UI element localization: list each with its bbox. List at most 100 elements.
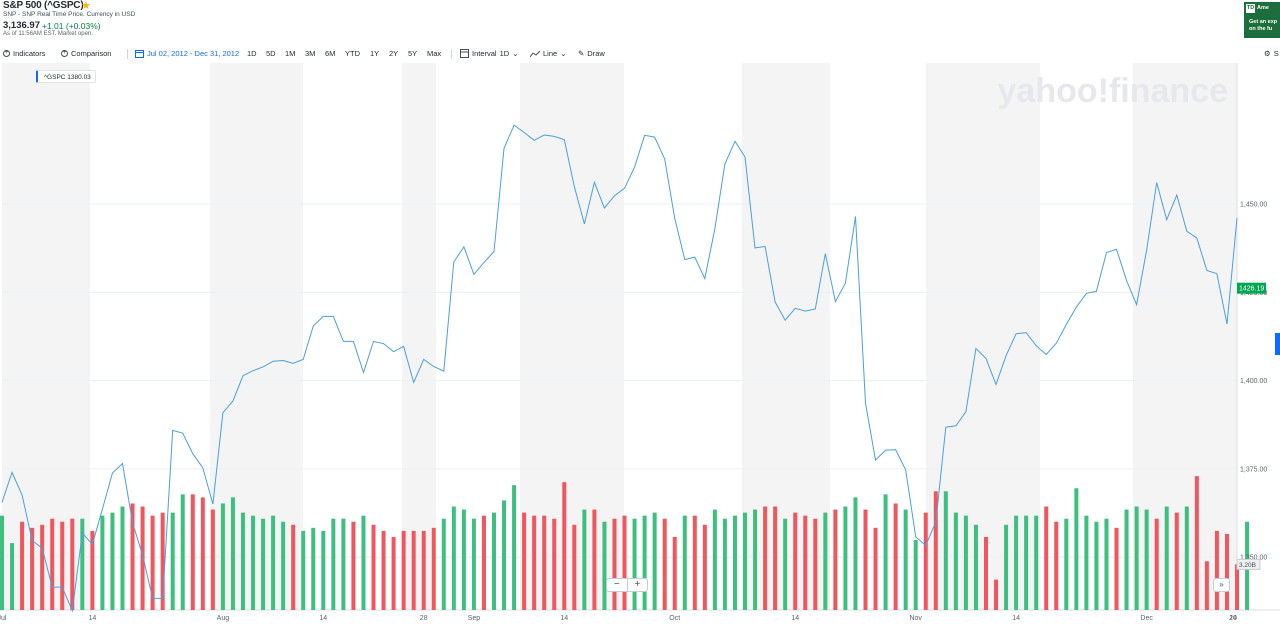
chart-type-dropdown[interactable]: Line ⌄ [530,49,566,58]
volume-bar [1014,515,1019,610]
volume-bar [823,512,828,610]
volume-bar [773,506,778,610]
volume-bar [933,491,938,610]
legend-symbol: ^GSPC [44,74,66,81]
x-tick-label: 14 [1012,615,1020,622]
volume-bar [662,518,667,610]
range-1y[interactable]: 1Y [370,49,380,58]
month-band [926,63,1040,610]
range-2y[interactable]: 2Y [389,49,399,58]
calendar-icon [135,50,144,58]
zoom-in-button[interactable]: + [626,579,648,591]
x-tick-label: Oct [669,615,680,622]
volume-bar [542,515,547,610]
x-tick-label: Jul [0,615,7,622]
volume-bar [1164,506,1169,610]
zoom-out-button[interactable]: − [613,579,620,590]
ad-body: Get an exp on the fu [1249,19,1277,33]
x-tick-label: Dec [1140,615,1153,622]
volume-bar [411,530,416,610]
quote-title: S&P 500 (^GSPC) [3,0,84,11]
comparison-button[interactable]: + Comparison [61,49,111,58]
settings-button[interactable]: ⚙ S [1264,49,1279,58]
date-range-button[interactable]: Jul 02, 2012 - Dec 31, 2012 [135,49,239,58]
volume-bar [793,512,798,610]
volume-bar [883,494,888,610]
range-5y[interactable]: 5Y [408,49,418,58]
volume-bar [200,497,205,610]
volume-bar [1024,515,1029,610]
ad-headline: Ame [1257,5,1269,11]
interval-icon [460,49,469,58]
volume-bar [391,536,396,610]
volume-bar [732,515,737,610]
draw-label: Draw [587,49,605,58]
volume-bar [692,515,697,610]
range-1m[interactable]: 1M [285,49,296,58]
volume-bar [1174,512,1179,610]
volume-bar [893,503,898,610]
yahoo-finance-watermark: yahoo!finance [998,72,1228,110]
plus-circle-icon: + [3,50,10,57]
x-tick-label: 14 [319,615,327,622]
volume-bar [1124,509,1129,610]
volume-bar [582,509,587,610]
watchlist-star-icon[interactable]: ★ [81,0,91,12]
volume-bar [471,518,476,610]
volume-bar [251,515,256,610]
y-tick-label: 1,350.00 [1240,555,1267,562]
volume-bar [843,506,848,610]
price-chart[interactable]: yahoo!finance 1,450.001,425.001,400.001,… [0,63,1280,626]
volume-bar [682,515,687,610]
volume-bar [622,515,627,610]
indicators-label: Indicators [13,49,46,58]
volume-bar [632,518,637,610]
volume-bar [401,530,406,610]
month-band [520,63,624,610]
ad-banner[interactable]: TD Ame Get an exp on the fu [1244,2,1280,38]
toolbar-divider [451,49,452,59]
range-5d[interactable]: 5D [266,49,276,58]
volume-bar [441,518,446,610]
range-max[interactable]: Max [427,49,442,58]
volume-bar [261,518,266,610]
draw-button[interactable]: ✎ Draw [578,49,605,58]
range-6m[interactable]: 6M [325,49,336,58]
price-line [1,124,1238,613]
range-1d[interactable]: 1D [247,49,257,58]
indicators-button[interactable]: + Indicators [3,49,46,58]
volume-bar [973,524,978,610]
current-price-label: 1426.19 [1239,286,1264,293]
quote-change: +1.01 (+0.03%) [42,21,101,31]
quote-as-of: As of 11:56AM EST. Market open. [3,31,93,37]
month-band [402,63,436,610]
volume-bar [230,497,235,610]
volume-bar [903,509,908,610]
volume-bar [994,579,999,610]
chart-type-label: Line [543,49,558,58]
volume-bar [722,518,727,610]
volume-bar [783,518,788,610]
volume-bar [1104,518,1109,610]
range-3m[interactable]: 3M [305,49,316,58]
volume-bar [20,521,25,610]
volume-bar [803,515,808,610]
side-panel-tab[interactable] [1275,333,1280,355]
volume-bar [281,521,286,610]
x-tick-label: 14 [88,615,96,622]
interval-dropdown[interactable]: Interval 1D ⌄ [460,49,519,58]
scroll-forward-button[interactable]: » [1213,578,1230,592]
month-band [2,63,90,610]
volume-bar [833,509,838,610]
volume-bar [853,497,858,610]
volume-bar [602,521,607,610]
series-legend[interactable]: ^GSPC 1380.03 [36,70,96,83]
volume-bar [291,524,296,610]
range-ytd[interactable]: YTD [345,49,360,58]
volume-bar [491,512,496,610]
quote-header: S&P 500 (^GSPC) ★ SNP - SNP Real Time Pr… [0,0,1240,44]
x-tick-label: 20 [1229,615,1237,622]
volume-bar [240,512,245,610]
chevron-down-icon: ⌄ [512,49,519,58]
volume-bar [301,530,306,610]
